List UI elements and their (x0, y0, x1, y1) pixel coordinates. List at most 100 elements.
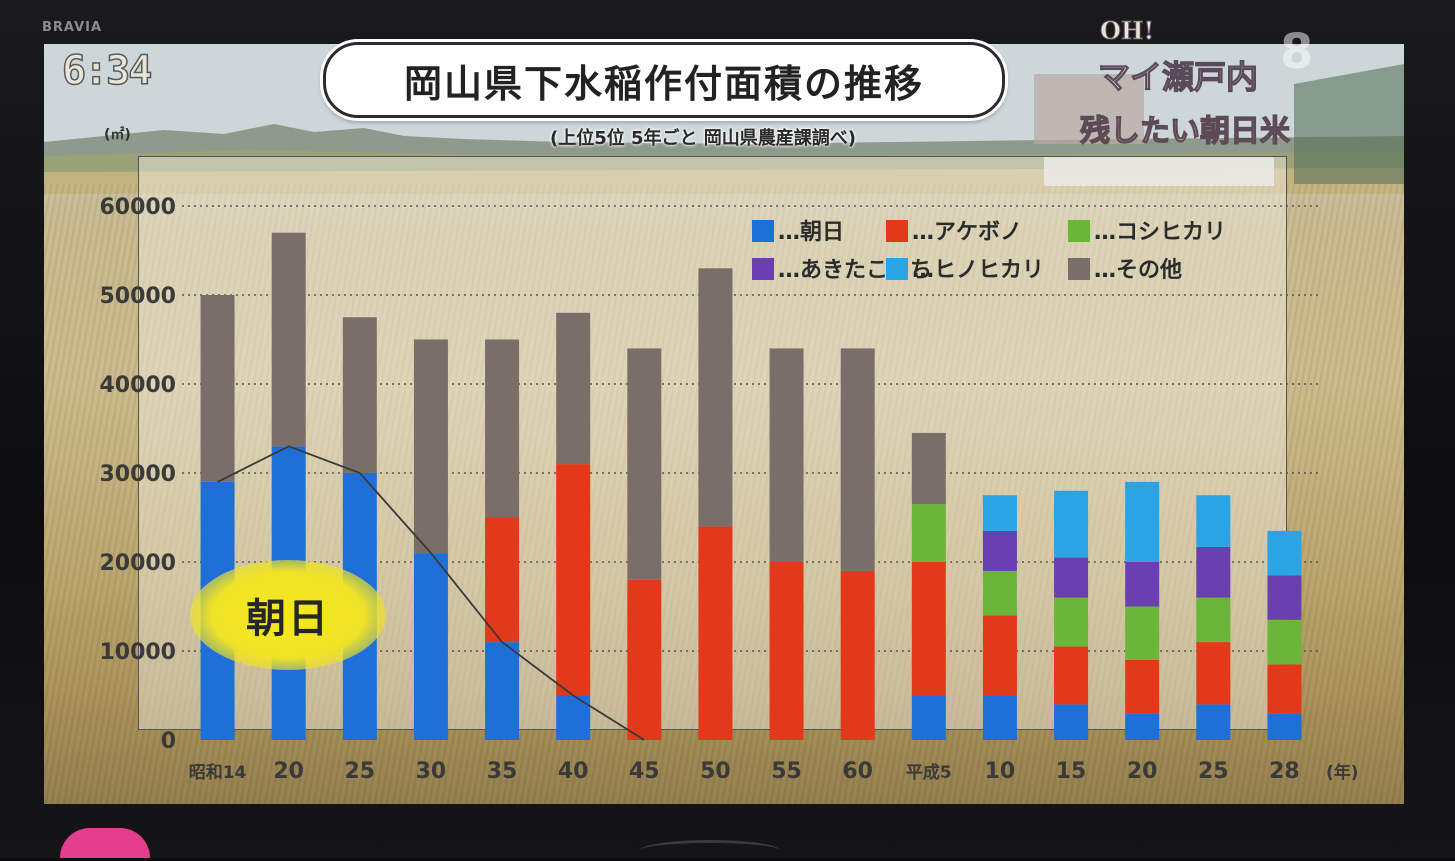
legend-label: …朝日 (778, 219, 844, 245)
stand-logo (640, 840, 780, 861)
bar-segment (1125, 481, 1160, 562)
bar-segment (840, 570, 875, 740)
bar-segment (1267, 575, 1302, 620)
bar-segment (485, 339, 520, 518)
chart-title-box: 岡山県下水稲作付面積の推移 (323, 42, 1005, 118)
y-tick-label: 60000 (99, 195, 176, 220)
legend-swatch (752, 220, 774, 242)
corner-caption: 残したい朝日米 (1079, 113, 1290, 149)
legend-label: …コシヒカリ (1094, 220, 1226, 245)
bar-segment (1054, 597, 1089, 647)
bar-segment (485, 642, 520, 740)
legend-swatch (886, 258, 908, 280)
program-logo-title: マイ瀬戸内 (1097, 57, 1259, 96)
bar-segment (485, 517, 520, 643)
legend-label: …その他 (1094, 258, 1182, 283)
bar-segment (556, 312, 591, 465)
background-landscape (44, 44, 1404, 194)
annotation-label: 朝日 (246, 596, 330, 642)
bar-segment (911, 432, 946, 505)
x-tick-label: 25 (1198, 759, 1229, 784)
x-tick-label: 平成5 (906, 762, 952, 783)
x-tick-label: 昭和14 (189, 763, 247, 783)
legend-label: …あきたこまち (778, 258, 932, 283)
y-axis-unit: (㎡) (104, 127, 131, 143)
x-tick-label: 55 (771, 759, 802, 784)
bar-segment (769, 348, 804, 562)
legend: …朝日 …アケボノ …コシヒカリ …あきたこまち…ヒノヒカリ …その他 (752, 219, 1226, 283)
bar-segment (1196, 495, 1231, 547)
x-tick-label: 10 (985, 759, 1016, 784)
bar-segment (1196, 704, 1231, 740)
bar-segment (1125, 713, 1160, 740)
legend-swatch (886, 220, 908, 242)
trend-line (217, 445, 645, 741)
stand-decoration (60, 828, 150, 858)
bar-segment (911, 695, 946, 740)
x-tick-label: 45 (629, 759, 660, 784)
y-tick-label: 0 (161, 729, 176, 754)
annotation-bubble: 朝日 (190, 560, 386, 670)
bar-segment (1054, 557, 1089, 598)
bar-segment (1054, 704, 1089, 740)
y-tick-label: 10000 (99, 640, 176, 665)
bar-segment (982, 570, 1017, 616)
bar-segment (1196, 642, 1231, 705)
x-axis-unit: (年) (1326, 762, 1359, 783)
x-tick-label: 25 (345, 759, 376, 784)
asahi-trend-line (217, 445, 645, 741)
bar-segment (1125, 659, 1160, 714)
bar-segment (1267, 713, 1302, 740)
tv-brand-label: BRAVIA (42, 20, 103, 35)
x-tick-label: 30 (416, 759, 447, 784)
legend-swatch (1068, 220, 1090, 242)
bar-segment (342, 317, 377, 473)
legend-label: …アケボノ (912, 220, 1022, 245)
y-tick-label: 20000 (99, 551, 176, 576)
x-tick-label: 60 (842, 759, 873, 784)
bar-segment (982, 530, 1017, 571)
y-tick-label: 30000 (99, 462, 176, 487)
x-tick-label: 15 (1056, 759, 1087, 784)
bar-segment (1196, 546, 1231, 598)
bar-segment (556, 464, 591, 696)
bars (200, 232, 1302, 740)
y-tick-label: 40000 (99, 373, 176, 398)
x-tick-label: 28 (1269, 759, 1300, 784)
bar-segment (1267, 619, 1302, 665)
channel-number: 8 (1280, 24, 1314, 80)
x-tick-label: 20 (1127, 759, 1158, 784)
bar-segment (627, 348, 662, 580)
x-axis-ticks: 昭和14 20 25 30 35 40 45 50 55 60 平成5 10 15 20 25 28 (年) (189, 759, 1359, 784)
x-tick-label: 40 (558, 759, 589, 784)
y-axis-ticks: 0 10000 20000 30000 40000 50000 60000 (99, 195, 176, 754)
x-tick-label: 50 (700, 759, 731, 784)
bar-segment (982, 615, 1017, 696)
bar-segment (1054, 646, 1089, 705)
x-tick-label: 20 (273, 759, 304, 784)
program-logo-oh: OH! (1099, 16, 1155, 46)
legend-swatch (1068, 258, 1090, 280)
clock-display: 6:34 (61, 47, 153, 95)
bar-segment (413, 339, 448, 554)
bar-segment (1054, 490, 1089, 558)
bar-segment (200, 295, 235, 482)
bar-segment (1267, 664, 1302, 714)
x-tick-label: 35 (487, 759, 518, 784)
bar-segment (1125, 562, 1160, 607)
program-logo: OH! マイ瀬戸内 8 (1062, 14, 1322, 97)
bar-segment (840, 348, 875, 571)
legend-swatch (752, 258, 774, 280)
bar-segment (769, 562, 804, 740)
bar-segment (698, 268, 733, 527)
bar-segment (982, 695, 1017, 740)
bar-segment (911, 562, 946, 696)
bar-segment (911, 504, 946, 562)
bar-segment (1196, 597, 1231, 643)
y-tick-label: 50000 (99, 284, 176, 309)
legend-label: …ヒノヒカリ (912, 258, 1044, 283)
bar-segment (271, 232, 306, 447)
chart-subtitle: (上位5位 5年ごと 岡山県農産課調べ) (550, 128, 857, 149)
bar-segment (1267, 530, 1302, 576)
